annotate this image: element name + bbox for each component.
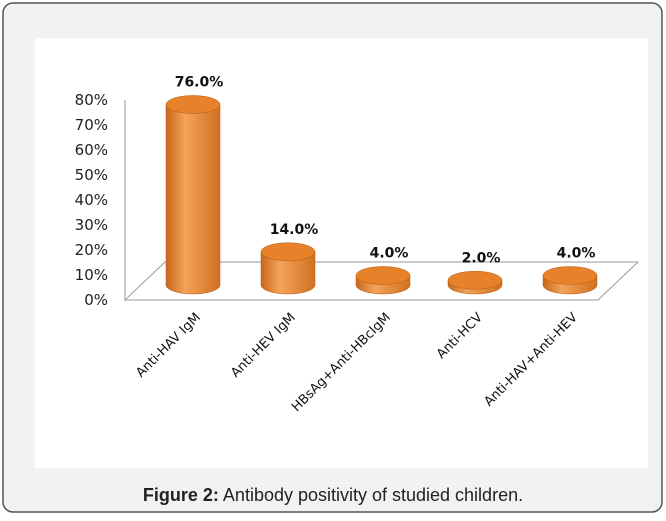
value-label: 2.0% [462, 250, 501, 266]
bar-top [447, 271, 503, 290]
y-tick-label: 80% [75, 91, 108, 109]
bar-top [260, 242, 316, 261]
y-tick-label: 20% [75, 241, 108, 259]
floor [123, 261, 640, 301]
value-label: 76.0% [175, 75, 224, 91]
caption: Figure 2: Antibody positivity of studied… [143, 485, 523, 505]
y-tick-label: 70% [75, 116, 108, 134]
value-label: 14.0% [270, 222, 319, 238]
y-tick-label: 10% [75, 266, 108, 284]
bar [165, 104, 221, 295]
y-tick-label: 0% [84, 291, 108, 309]
bar-top [165, 95, 221, 114]
caption-label: Figure 2: [143, 485, 219, 505]
bar-top [542, 266, 598, 285]
caption-text: Antibody positivity of studied children. [223, 485, 523, 505]
y-tick-label: 60% [75, 141, 108, 159]
y-tick-label: 40% [75, 191, 108, 209]
y-tick-label: 30% [75, 216, 108, 234]
bar [260, 251, 316, 295]
bar-top [355, 266, 411, 285]
value-label: 4.0% [370, 246, 409, 262]
y-tick-label: 50% [75, 166, 108, 184]
value-label: 4.0% [557, 246, 596, 262]
chart-panel [35, 38, 648, 468]
